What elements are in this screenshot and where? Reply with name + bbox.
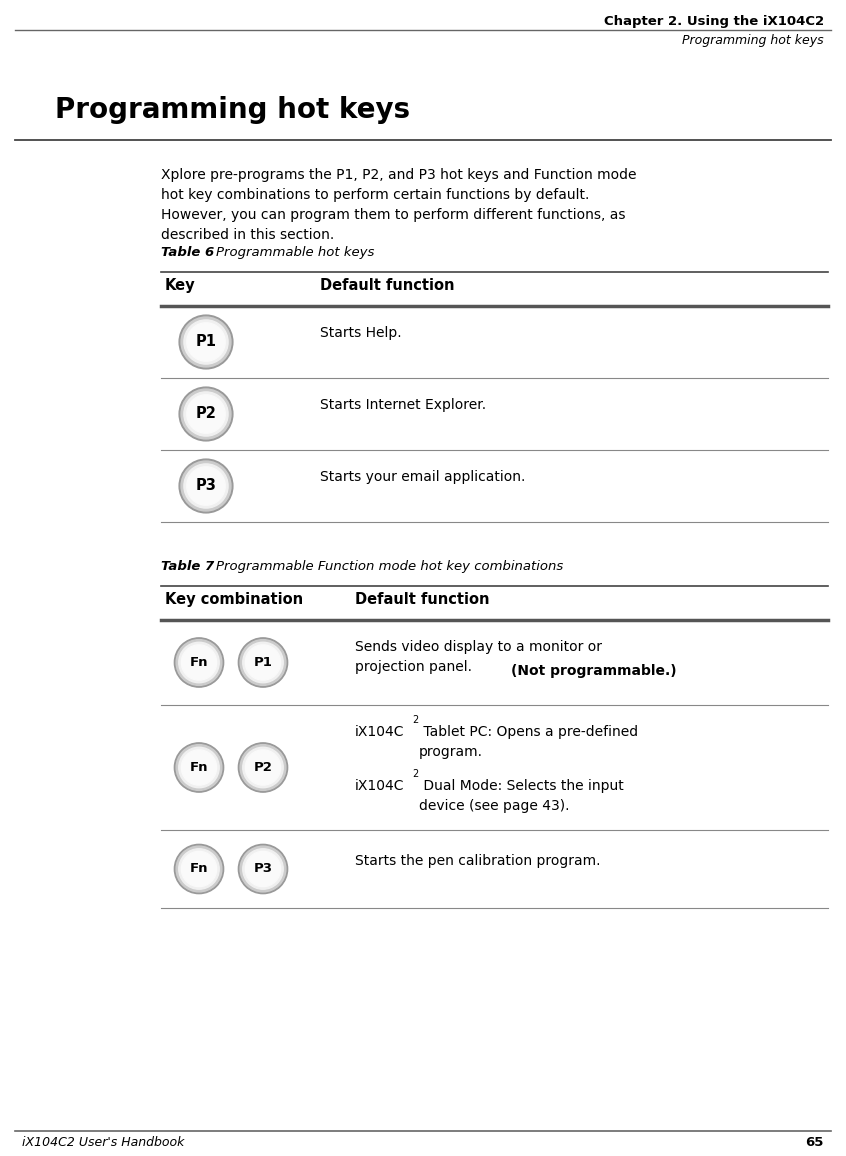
Text: Starts your email application.: Starts your email application.	[320, 470, 525, 484]
Text: Programmable Function mode hot key combinations: Programmable Function mode hot key combi…	[216, 560, 563, 573]
Text: Default function: Default function	[320, 277, 454, 292]
Text: (Not programmable.): (Not programmable.)	[511, 664, 677, 679]
Circle shape	[179, 459, 233, 513]
Circle shape	[245, 852, 281, 887]
Circle shape	[243, 643, 283, 683]
Text: Fn: Fn	[190, 655, 208, 669]
Text: Programming hot keys: Programming hot keys	[683, 34, 824, 47]
Circle shape	[176, 846, 222, 892]
Circle shape	[184, 464, 228, 509]
Text: P1: P1	[254, 655, 272, 669]
Text: 2: 2	[412, 716, 418, 725]
Text: Starts Help.: Starts Help.	[320, 326, 402, 340]
Text: Table 6: Table 6	[161, 246, 214, 259]
Circle shape	[184, 392, 228, 436]
Circle shape	[245, 750, 281, 785]
Circle shape	[181, 750, 217, 785]
Circle shape	[179, 316, 233, 369]
Text: Table 7: Table 7	[161, 560, 214, 573]
Circle shape	[181, 390, 231, 439]
Text: 2: 2	[412, 769, 418, 779]
Circle shape	[239, 844, 288, 894]
Circle shape	[187, 395, 225, 434]
Circle shape	[187, 323, 225, 361]
Circle shape	[179, 643, 219, 683]
Text: Programmable hot keys: Programmable hot keys	[216, 246, 375, 259]
Text: Default function: Default function	[355, 592, 490, 607]
Text: Programming hot keys: Programming hot keys	[55, 96, 410, 124]
Circle shape	[184, 320, 228, 364]
Text: Starts Internet Explorer.: Starts Internet Explorer.	[320, 398, 486, 412]
Text: iX104C: iX104C	[355, 779, 404, 793]
Circle shape	[174, 638, 223, 687]
Circle shape	[174, 844, 223, 894]
Text: P2: P2	[254, 761, 272, 775]
Text: P1: P1	[195, 334, 217, 349]
Text: P3: P3	[195, 479, 217, 494]
Text: Key combination: Key combination	[165, 592, 303, 607]
Text: P3: P3	[254, 862, 272, 875]
Text: Xplore pre-programs the P1, P2, and P3 hot keys and Function mode
hot key combin: Xplore pre-programs the P1, P2, and P3 h…	[161, 168, 636, 242]
Text: Key: Key	[165, 277, 195, 292]
Text: Fn: Fn	[190, 761, 208, 775]
Text: iX104C: iX104C	[355, 725, 404, 739]
Text: Dual Mode: Selects the input
device (see page 43).: Dual Mode: Selects the input device (see…	[419, 779, 624, 813]
Circle shape	[239, 743, 288, 792]
Circle shape	[243, 747, 283, 787]
Text: Chapter 2. Using the iX104C2: Chapter 2. Using the iX104C2	[604, 15, 824, 28]
Circle shape	[243, 849, 283, 889]
Text: Sends video display to a monitor or
projection panel.: Sends video display to a monitor or proj…	[355, 640, 602, 674]
Circle shape	[179, 747, 219, 787]
Circle shape	[174, 743, 223, 792]
Circle shape	[176, 744, 222, 791]
Circle shape	[181, 461, 231, 511]
Text: Fn: Fn	[190, 862, 208, 875]
Circle shape	[240, 744, 286, 791]
Text: iX104C2 User's Handbook: iX104C2 User's Handbook	[22, 1136, 184, 1149]
Circle shape	[245, 645, 281, 680]
Text: Tablet PC: Opens a pre-defined
program.: Tablet PC: Opens a pre-defined program.	[419, 725, 638, 759]
Circle shape	[181, 317, 231, 366]
Circle shape	[176, 639, 222, 686]
Circle shape	[240, 846, 286, 892]
Circle shape	[239, 638, 288, 687]
Circle shape	[181, 645, 217, 680]
Text: Starts the pen calibration program.: Starts the pen calibration program.	[355, 854, 601, 868]
Text: P2: P2	[195, 407, 217, 422]
Circle shape	[240, 639, 286, 686]
Circle shape	[181, 852, 217, 887]
Circle shape	[179, 387, 233, 440]
Text: 65: 65	[805, 1136, 824, 1149]
Circle shape	[187, 467, 225, 505]
Circle shape	[179, 849, 219, 889]
